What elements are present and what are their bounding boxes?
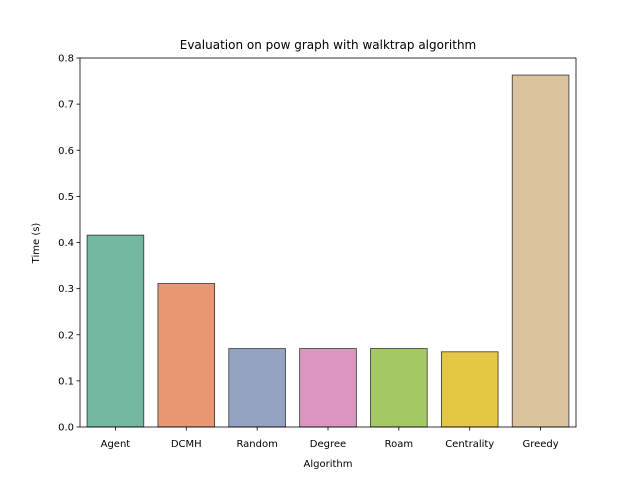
bar-dcmh — [157, 283, 216, 428]
x-tick-label: Agent — [101, 439, 131, 450]
bar-greedy — [511, 74, 570, 428]
bar-roam — [370, 348, 428, 428]
x-tick-label: Centrality — [445, 439, 494, 450]
bar-random — [228, 348, 286, 428]
bar-centrality — [440, 351, 499, 428]
y-tick-label: 0.1 — [58, 376, 74, 387]
y-axis-label: Time (s) — [31, 223, 42, 265]
y-tick-label: 0.7 — [58, 100, 74, 111]
y-tick-label: 0.4 — [58, 238, 74, 249]
x-axis-label: Algorithm — [304, 459, 353, 470]
bar-agent — [86, 234, 145, 428]
y-tick-label: 0.5 — [58, 192, 74, 203]
x-tick-label: Roam — [385, 439, 414, 450]
plot-area: 0.0 0.1 0.2 0.3 0.4 0.5 0.6 0.7 0.8 Agent DCMH Rand… — [58, 54, 577, 450]
x-tick-label: Random — [236, 439, 277, 450]
x-tick-label: Degree — [310, 439, 346, 450]
bar-degree — [299, 348, 357, 428]
chart-title: Evaluation on pow graph with walktrap al… — [180, 38, 476, 52]
x-tick-label: DCMH — [171, 439, 202, 450]
y-tick-label: 0.8 — [58, 54, 74, 65]
y-tick-label: 0.3 — [58, 284, 74, 295]
y-tick-label: 0.2 — [58, 330, 74, 341]
x-tick-label: Greedy — [522, 439, 558, 450]
y-tick-label: 0.0 — [58, 423, 74, 434]
y-tick-label: 0.6 — [58, 146, 74, 157]
